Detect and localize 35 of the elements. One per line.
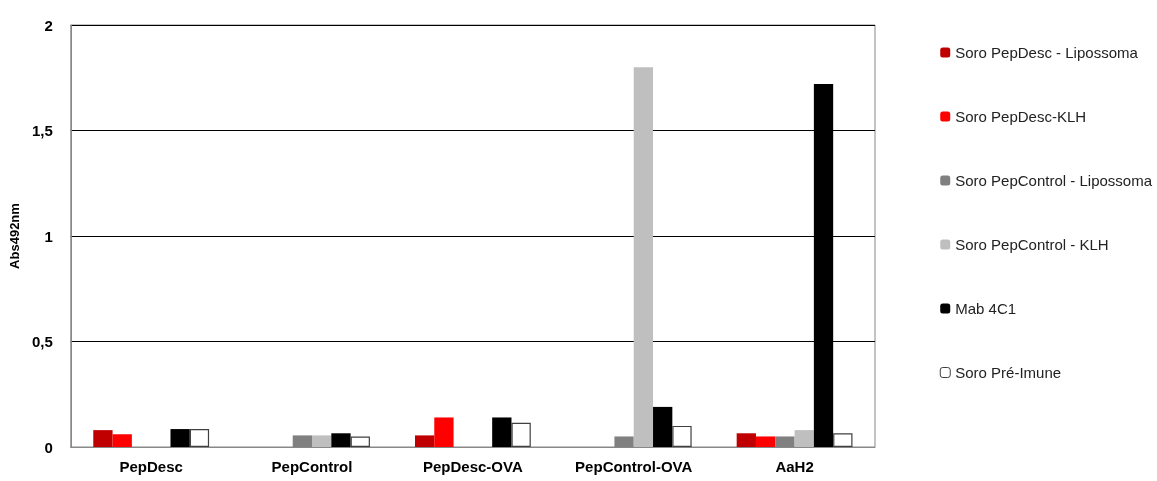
bar bbox=[350, 436, 370, 447]
bar bbox=[189, 429, 210, 447]
x-tick-label: PepControl bbox=[271, 458, 353, 475]
y-tick-label: 1 bbox=[44, 227, 53, 245]
bar bbox=[331, 433, 351, 447]
y-tick-label: 1,5 bbox=[31, 122, 53, 139]
bar bbox=[833, 433, 853, 447]
bar bbox=[653, 406, 673, 447]
legend-label: Soro PepDesc - Lipossoma bbox=[955, 44, 1139, 61]
bar bbox=[112, 434, 132, 447]
x-tick-label: PepDesc bbox=[119, 458, 183, 475]
bar bbox=[414, 435, 435, 447]
bar bbox=[755, 436, 776, 447]
bar bbox=[736, 433, 756, 447]
y-axis-title: Abs492nm bbox=[7, 203, 22, 269]
bar bbox=[672, 425, 692, 447]
legend-label: Soro PepControl - KLH bbox=[955, 236, 1109, 253]
bar bbox=[794, 430, 814, 447]
bar bbox=[492, 417, 512, 447]
x-tick-label: AaH2 bbox=[775, 458, 814, 475]
legend-label: Soro PepDesc-KLH bbox=[955, 108, 1087, 125]
bar bbox=[511, 422, 531, 447]
x-tick-label: PepControl-OVA bbox=[575, 458, 693, 475]
bar bbox=[633, 67, 654, 447]
y-tick-label: 0 bbox=[44, 438, 53, 456]
legend-label: Mab 4C1 bbox=[955, 300, 1017, 317]
bar bbox=[93, 430, 113, 447]
legend-label: Soro PepControl - Lipossoma bbox=[955, 172, 1153, 189]
x-tick-label: PepDesc-OVA bbox=[422, 458, 523, 475]
bar bbox=[434, 417, 454, 447]
y-tick-label: 2 bbox=[44, 16, 53, 34]
bar bbox=[312, 435, 332, 447]
legend-label: Soro Pré-Imune bbox=[955, 364, 1062, 381]
y-tick-label: 0,5 bbox=[31, 333, 53, 350]
bar bbox=[170, 429, 190, 447]
